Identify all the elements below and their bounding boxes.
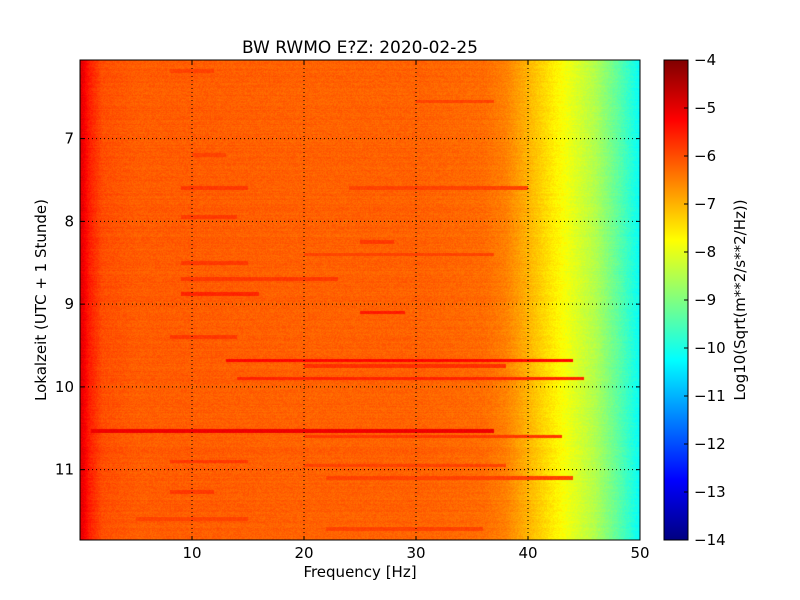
x-tick-label: 10 xyxy=(182,544,201,562)
colorbar-tick-label: −6 xyxy=(694,147,716,165)
spectrogram-heatmap xyxy=(80,60,640,540)
colorbar: −4 −5 −6 −7 −8 −9 −10 −11 −12 −13 −14 Log10(Sqrt(m… xyxy=(663,51,749,549)
x-axis-label: Frequency [Hz] xyxy=(303,563,416,581)
y-axis: 7 8 9 10 11 xyxy=(55,130,640,479)
chart-title: BW RWMO E?Z: 2020-02-25 xyxy=(242,38,478,58)
colorbar-tick-label: −9 xyxy=(694,291,716,309)
y-tick-label: 9 xyxy=(64,295,74,313)
grid-lines xyxy=(80,60,640,540)
colorbar-tick-label: −14 xyxy=(694,531,726,549)
colorbar-tick-label: −7 xyxy=(694,195,716,213)
colorbar-label: Log10(Sqrt(m**2/s**2/Hz)) xyxy=(731,199,749,400)
y-tick-label: 11 xyxy=(55,461,74,479)
y-tick-label: 7 xyxy=(64,130,74,148)
colorbar-tick-label: −12 xyxy=(694,435,726,453)
x-tick-label: 30 xyxy=(406,544,425,562)
y-axis-label: Lokalzeit (UTC + 1 Stunde) xyxy=(32,199,50,401)
colorbar-tick-label: −13 xyxy=(694,483,726,501)
colorbar-tick-label: −5 xyxy=(694,99,716,117)
y-tick-label: 10 xyxy=(55,378,74,396)
colorbar-ticks: −4 −5 −6 −7 −8 −9 −10 −11 −12 −13 −14 xyxy=(684,51,726,549)
x-axis: 10 20 30 40 50 xyxy=(182,60,650,562)
colorbar-tick-label: −4 xyxy=(694,51,716,69)
x-tick-label: 40 xyxy=(518,544,537,562)
colorbar-tick-label: −10 xyxy=(694,339,726,357)
y-tick-label: 8 xyxy=(64,212,74,230)
colorbar-tick-label: −8 xyxy=(694,243,716,261)
spectrogram-plot xyxy=(80,60,640,540)
plot-frame xyxy=(79,59,641,541)
x-tick-label: 20 xyxy=(294,544,313,562)
colorbar-tick-label: −11 xyxy=(694,387,726,405)
x-tick-label: 50 xyxy=(630,544,649,562)
